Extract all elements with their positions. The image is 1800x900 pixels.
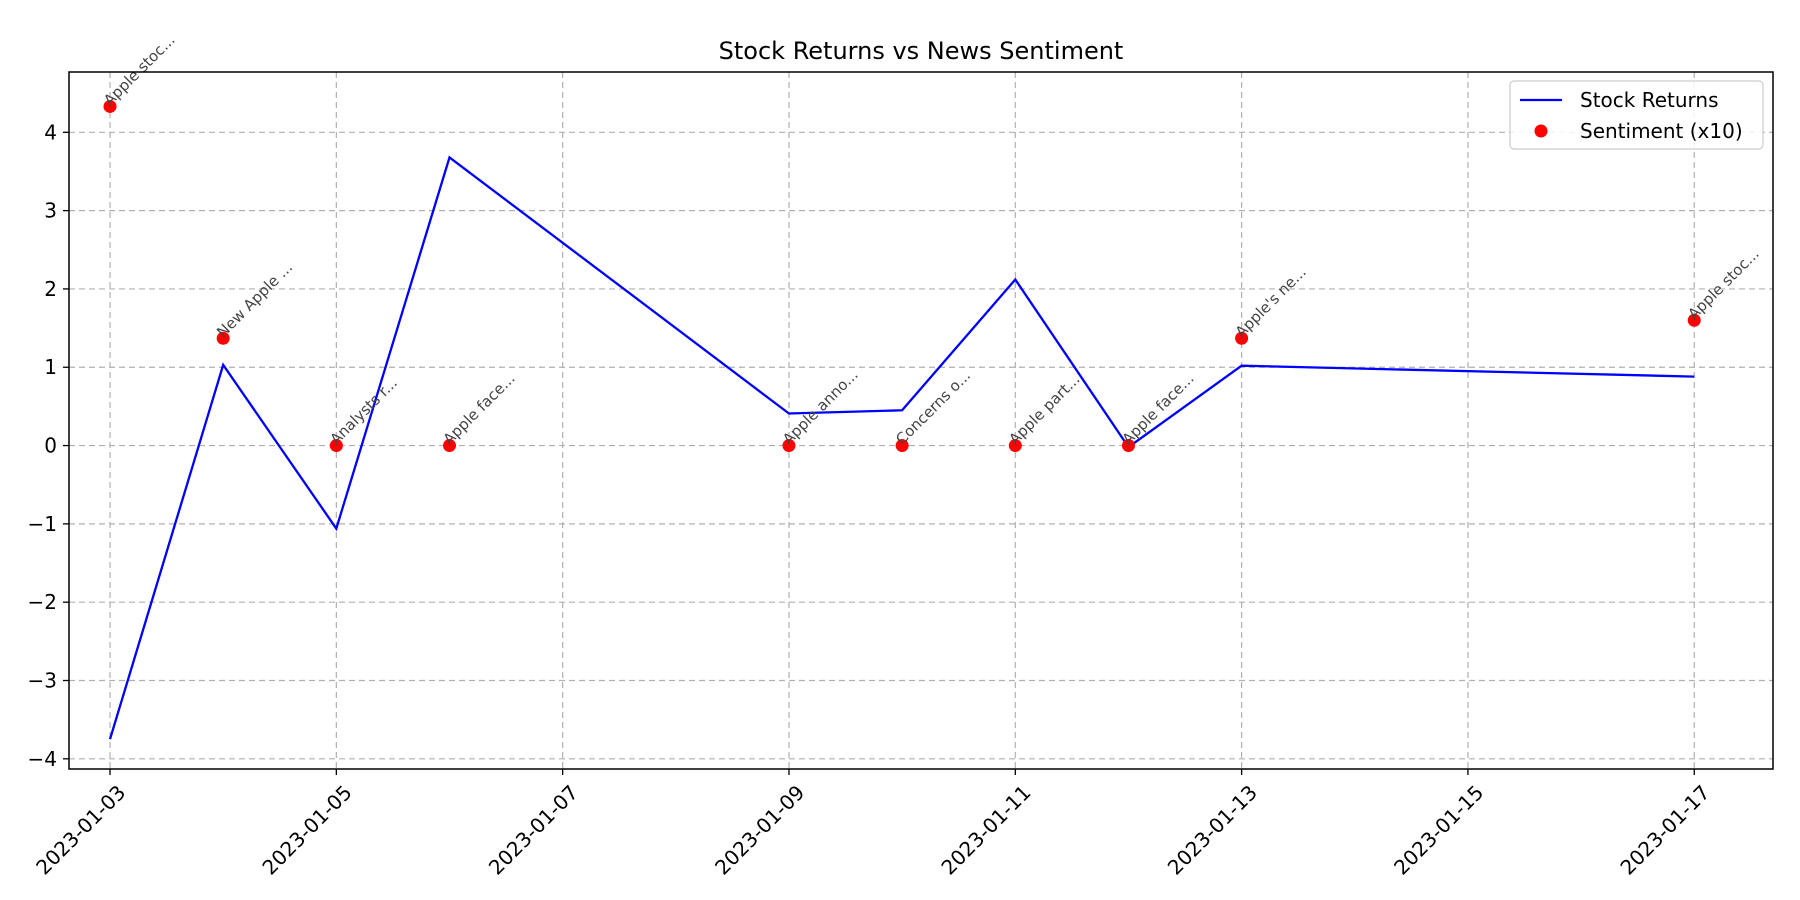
x-tick-label: 2023-01-07 xyxy=(484,780,583,879)
y-tick-label: 0 xyxy=(44,434,57,458)
sentiment-point xyxy=(329,439,343,453)
x-tick-label: 2023-01-05 xyxy=(257,780,356,879)
y-tick-label: 1 xyxy=(44,355,57,379)
x-tick-label: 2023-01-13 xyxy=(1163,780,1262,879)
x-tick-label: 2023-01-03 xyxy=(31,780,130,879)
sentiment-annotation: New Apple ... xyxy=(213,258,296,341)
sentiment-annotation: Apple part... xyxy=(1005,370,1083,448)
legend: Stock Returns Sentiment (x10) xyxy=(1509,80,1764,150)
sentiment-point xyxy=(443,439,457,453)
sentiment-point xyxy=(216,331,230,345)
sentiment-point xyxy=(1687,313,1701,327)
y-tick-label: −2 xyxy=(28,590,57,614)
sentiment-annotation: Apple stoc... xyxy=(1684,245,1762,323)
y-tick-label: 3 xyxy=(44,199,57,223)
sentiment-point xyxy=(895,439,909,453)
x-tick-label: 2023-01-15 xyxy=(1389,780,1488,879)
line-layer xyxy=(108,155,1695,740)
y-axis: −4 −3 −2 −1 0 1 2 3 4 xyxy=(28,120,69,771)
legend-box xyxy=(1509,80,1764,150)
sentiment-point xyxy=(103,99,117,113)
y-tick-label: −3 xyxy=(28,669,57,693)
sentiment-annotation: Apple anno... xyxy=(779,366,862,449)
sentiment-annotation: Apple stoc... xyxy=(100,31,178,109)
sentiment-annotation: Apple face... xyxy=(1119,369,1198,448)
plot-frame xyxy=(68,71,1774,770)
y-tick-label: −1 xyxy=(28,512,57,536)
sentiment-annotation: Apple face... xyxy=(440,369,519,448)
legend-label: Stock Returns xyxy=(1580,88,1719,112)
sentiment-point xyxy=(782,439,796,453)
sentiment-point xyxy=(1235,331,1249,345)
y-tick-label: 4 xyxy=(44,120,57,144)
legend-marker-swatch xyxy=(1534,124,1548,138)
stock-returns-line xyxy=(108,155,1695,740)
chart-title: Stock Returns vs News Sentiment xyxy=(719,37,1124,65)
y-tick-label: 2 xyxy=(44,277,57,301)
sentiment-point xyxy=(1008,439,1022,453)
x-tick-label: 2023-01-09 xyxy=(710,780,809,879)
x-tick-label: 2023-01-17 xyxy=(1615,780,1714,879)
sentiment-annotation: Apple's ne... xyxy=(1232,263,1310,341)
y-tick-label: −4 xyxy=(28,747,57,771)
scatter-layer xyxy=(103,99,1701,453)
legend-label: Sentiment (x10) xyxy=(1580,119,1743,143)
x-axis: 2023-01-03 2023-01-05 2023-01-07 2023-01-09… xyxy=(31,769,1715,879)
sentiment-point xyxy=(1121,439,1135,453)
grid-layer xyxy=(69,72,1773,769)
x-tick-label: 2023-01-11 xyxy=(936,780,1035,879)
